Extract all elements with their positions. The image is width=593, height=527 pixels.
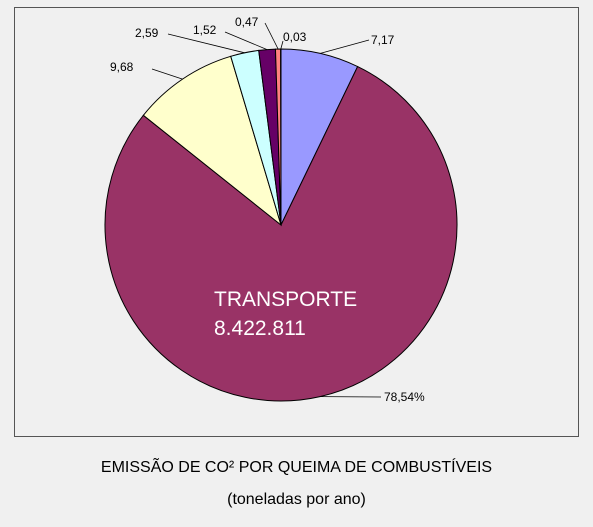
inner-value: 8.422.811: [214, 317, 306, 340]
leader-line-3: [167, 33, 245, 54]
data-label-4: 1,52: [193, 23, 217, 37]
chart-caption: EMISSÃO DE CO² POR QUEIMA DE COMBUSTÍVEI…: [0, 458, 593, 522]
data-label-0: 7,17: [371, 33, 395, 47]
inner-title: TRANSPORTE: [214, 288, 357, 311]
data-label-3: 2,59: [135, 26, 159, 40]
data-label-1: 78,54%: [384, 390, 425, 404]
leader-line-2: [151, 68, 183, 80]
leader-line-5: [264, 22, 279, 50]
caption-title: EMISSÃO DE CO² POR QUEIMA DE COMBUSTÍVEI…: [100, 459, 493, 476]
data-label-5: 0,47: [235, 15, 259, 29]
data-label-2: 9,68: [110, 60, 134, 74]
pie-chart: 7,17 78,54% 9,68 2,59 1,52 0,47 0,03 TRANSPORT…: [104, 15, 458, 404]
leader-line-4: [224, 31, 268, 50]
chart-frame: 7,17 78,54% 9,68 2,59 1,52 0,47 0,03 TRANSPORT…: [14, 7, 579, 437]
leader-line-0: [320, 39, 370, 54]
leader-line-6: [280, 40, 284, 50]
data-label-6: 0,03: [283, 30, 307, 44]
pie-slice-2: [142, 55, 282, 227]
caption-subtitle: (toneladas por ano): [227, 491, 366, 508]
